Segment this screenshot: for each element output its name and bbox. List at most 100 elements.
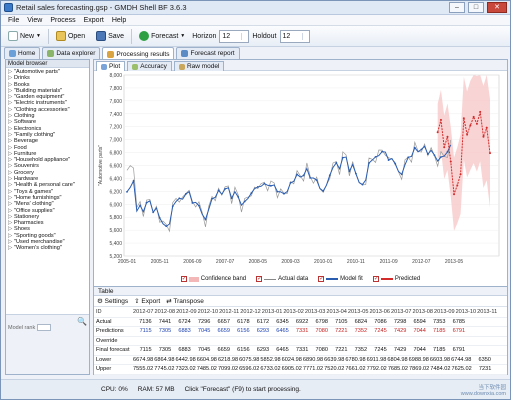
tree-item[interactable]: ▷ "Clothing accessories" xyxy=(8,107,89,113)
tab-plot[interactable]: Plot xyxy=(96,61,126,71)
column-header[interactable]: 2012-10 xyxy=(197,309,219,316)
expand-arrow-icon[interactable]: ▷ xyxy=(8,188,13,195)
tree-item[interactable]: ▷ "Family clothing" xyxy=(8,132,89,138)
model-rank-input[interactable] xyxy=(37,324,52,331)
table-cell[interactable]: 7221 xyxy=(335,347,348,354)
column-header[interactable]: 2013-01 xyxy=(261,309,283,316)
tree-item[interactable]: ▷ "Women's clothing" xyxy=(8,245,89,251)
table-cell[interactable]: 6442.98 xyxy=(175,356,196,363)
column-header[interactable]: 2012-11 xyxy=(219,309,240,316)
column-header[interactable]: 2013-06 xyxy=(369,309,390,316)
table-cell[interactable]: 6791 xyxy=(452,328,466,335)
table-cell[interactable]: 6604.98 xyxy=(196,356,217,363)
table-cell[interactable]: 6024.98 xyxy=(281,356,302,363)
table-cell[interactable]: 7555.02 xyxy=(133,366,154,373)
expand-arrow-icon[interactable]: ▷ xyxy=(8,220,13,227)
expand-arrow-icon[interactable]: ▷ xyxy=(8,131,13,138)
column-header[interactable]: 2012-09 xyxy=(176,309,197,316)
table-cell[interactable]: 6922 xyxy=(295,318,309,325)
table-cell[interactable]: 6345 xyxy=(276,318,289,325)
table-cell[interactable]: 7352 xyxy=(354,347,368,354)
table-cell[interactable]: 7105 xyxy=(335,318,348,325)
expand-arrow-icon[interactable]: ▷ xyxy=(8,100,13,107)
legend-predicted[interactable]: Predicted xyxy=(372,275,420,282)
save-button[interactable]: Save xyxy=(92,28,128,45)
expand-arrow-icon[interactable]: ▷ xyxy=(8,69,13,75)
tree-item[interactable]: ▷ Beverage xyxy=(8,138,89,144)
table-cell[interactable]: 6864.98 xyxy=(154,356,175,363)
tree-item[interactable]: ▷ "Home furnishings" xyxy=(8,195,89,201)
expand-arrow-icon[interactable]: ▷ xyxy=(8,157,13,164)
table-cell[interactable]: 6465 xyxy=(276,347,289,354)
table-cell[interactable]: 7353 xyxy=(433,318,446,325)
checkbox[interactable] xyxy=(180,275,187,282)
table-cell[interactable]: 7869.02 xyxy=(409,366,430,373)
table-cell[interactable]: 7771.02 xyxy=(302,366,324,373)
tree-item[interactable]: ▷ Stationery xyxy=(8,214,89,220)
tree-item[interactable]: ▷ "Automotive parts" xyxy=(8,69,89,75)
table-cell[interactable]: 7086 xyxy=(374,318,387,325)
expand-arrow-icon[interactable]: ▷ xyxy=(8,125,13,132)
tree-item[interactable]: ▷ Books xyxy=(8,82,89,88)
table-cell[interactable]: 7045 xyxy=(197,328,211,335)
column-header[interactable]: 2013-03 xyxy=(304,309,326,316)
table-cell[interactable]: 6911.98 xyxy=(366,356,387,363)
tree-item[interactable]: ▷ Furniture xyxy=(8,151,89,157)
holdout-spinner[interactable]: 12 xyxy=(279,29,310,43)
table-cell[interactable]: 6883 xyxy=(178,347,191,354)
table-cell[interactable]: 7099.02 xyxy=(217,366,239,373)
column-header[interactable]: 2013-02 xyxy=(283,309,304,316)
table-tab[interactable]: Table xyxy=(94,287,507,296)
expand-arrow-icon[interactable]: ▷ xyxy=(8,106,13,113)
table-cell[interactable]: 7136 xyxy=(139,318,152,325)
expand-arrow-icon[interactable]: ▷ xyxy=(8,138,13,145)
table-cell[interactable]: 6890.98 xyxy=(302,356,324,363)
tree-item[interactable]: ▷ Drinks xyxy=(8,75,89,81)
table-cell[interactable]: 7296 xyxy=(197,318,211,325)
legend-confidence[interactable]: Confidence band xyxy=(180,275,246,282)
table-cell[interactable]: 7625.02 xyxy=(451,366,472,373)
expand-arrow-icon[interactable]: ▷ xyxy=(8,226,13,233)
table-cell[interactable]: 6659 xyxy=(217,328,230,335)
tab-data-explorer[interactable]: Data explorer xyxy=(42,47,101,59)
table-cell[interactable]: 6824 xyxy=(354,318,368,325)
table-cell[interactable]: 6744.98 xyxy=(451,356,472,363)
tree-item[interactable]: ▷ "Office supplies" xyxy=(8,208,89,214)
table-cell[interactable]: 7429 xyxy=(393,328,407,335)
maximize-button[interactable]: □ xyxy=(468,2,484,13)
tree-item[interactable]: ▷ "Used merchandise" xyxy=(8,239,89,245)
expand-arrow-icon[interactable]: ▷ xyxy=(8,169,13,176)
close-button[interactable]: ✕ xyxy=(487,2,507,13)
column-header[interactable]: 2013-07 xyxy=(390,309,412,316)
table-cell[interactable]: 7115 xyxy=(139,347,152,354)
tree-item[interactable]: ▷ "Health & personal care" xyxy=(8,182,89,188)
tree-item[interactable]: ▷ Shoes xyxy=(8,226,89,232)
table-cell[interactable]: 6172 xyxy=(256,318,270,325)
expand-arrow-icon[interactable]: ▷ xyxy=(8,232,13,239)
tree-item[interactable]: ▷ Software xyxy=(8,119,89,125)
table-cell[interactable]: 6883 xyxy=(178,328,191,335)
column-header[interactable]: 2012-08 xyxy=(154,309,176,316)
checkbox[interactable] xyxy=(256,275,262,282)
tree-item[interactable]: ▷ "Household appliance" xyxy=(8,157,89,163)
table-cell[interactable]: 7185 xyxy=(433,328,446,335)
tab-forecast-report[interactable]: Forecast report xyxy=(176,47,240,59)
table-cell[interactable]: 6785 xyxy=(452,318,466,325)
tree-item[interactable]: ▷ Clothing xyxy=(8,113,89,119)
table-cell[interactable]: 7429 xyxy=(393,347,407,354)
table-cell[interactable]: 7792.02 xyxy=(366,366,387,373)
tree-item[interactable]: ▷ "Toys & games" xyxy=(8,189,89,195)
table-cell[interactable]: 6603.98 xyxy=(429,356,451,363)
table-cell[interactable]: 6293 xyxy=(256,347,270,354)
table-cell[interactable]: 7044 xyxy=(413,347,426,354)
table-cell[interactable]: 7661.02 xyxy=(345,366,366,373)
table-cell[interactable]: 7298 xyxy=(393,318,407,325)
expand-arrow-icon[interactable]: ▷ xyxy=(8,150,13,157)
table-cell[interactable]: 7044 xyxy=(413,328,426,335)
table-cell[interactable]: 6156 xyxy=(237,328,250,335)
column-header[interactable]: 2012-12 xyxy=(240,309,261,316)
table-cell[interactable]: 7305 xyxy=(158,347,172,354)
data-table[interactable]: ID 2012-07 2012-08 2012-09 2012-10 2012-11 201… xyxy=(94,308,507,375)
menu-view[interactable]: View xyxy=(27,16,43,24)
tab-raw-model[interactable]: Raw model xyxy=(173,61,225,71)
